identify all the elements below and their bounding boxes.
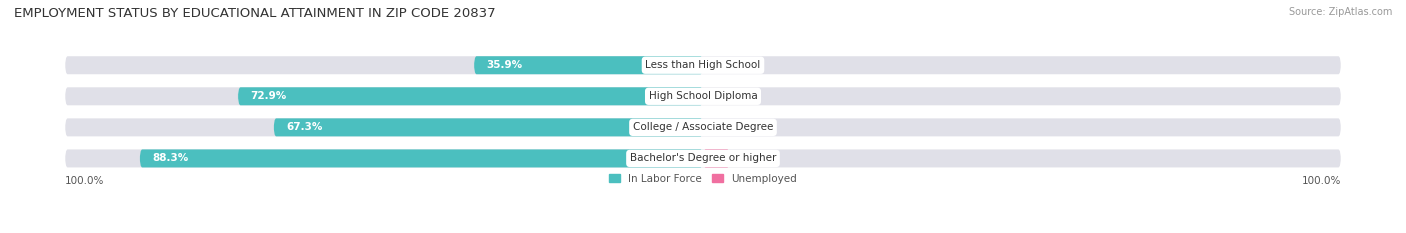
FancyBboxPatch shape bbox=[139, 149, 703, 168]
FancyBboxPatch shape bbox=[65, 87, 1341, 105]
FancyBboxPatch shape bbox=[474, 56, 703, 74]
Text: 67.3%: 67.3% bbox=[287, 122, 323, 132]
Text: 0.0%: 0.0% bbox=[713, 60, 738, 70]
FancyBboxPatch shape bbox=[65, 149, 1341, 168]
Text: EMPLOYMENT STATUS BY EDUCATIONAL ATTAINMENT IN ZIP CODE 20837: EMPLOYMENT STATUS BY EDUCATIONAL ATTAINM… bbox=[14, 7, 496, 20]
Text: 100.0%: 100.0% bbox=[65, 176, 104, 186]
FancyBboxPatch shape bbox=[238, 87, 703, 105]
Text: Source: ZipAtlas.com: Source: ZipAtlas.com bbox=[1288, 7, 1392, 17]
Text: 0.0%: 0.0% bbox=[713, 91, 738, 101]
Text: High School Diploma: High School Diploma bbox=[648, 91, 758, 101]
FancyBboxPatch shape bbox=[65, 56, 1341, 74]
FancyBboxPatch shape bbox=[703, 149, 730, 168]
Legend: In Labor Force, Unemployed: In Labor Force, Unemployed bbox=[605, 169, 801, 188]
FancyBboxPatch shape bbox=[65, 118, 1341, 136]
Text: 0.0%: 0.0% bbox=[713, 122, 738, 132]
Text: Less than High School: Less than High School bbox=[645, 60, 761, 70]
Text: 88.3%: 88.3% bbox=[152, 154, 188, 163]
Text: College / Associate Degree: College / Associate Degree bbox=[633, 122, 773, 132]
Text: 100.0%: 100.0% bbox=[1302, 176, 1341, 186]
Text: Bachelor's Degree or higher: Bachelor's Degree or higher bbox=[630, 154, 776, 163]
Text: 4.2%: 4.2% bbox=[740, 154, 766, 163]
FancyBboxPatch shape bbox=[274, 118, 703, 136]
Text: 72.9%: 72.9% bbox=[250, 91, 287, 101]
Text: 35.9%: 35.9% bbox=[486, 60, 523, 70]
